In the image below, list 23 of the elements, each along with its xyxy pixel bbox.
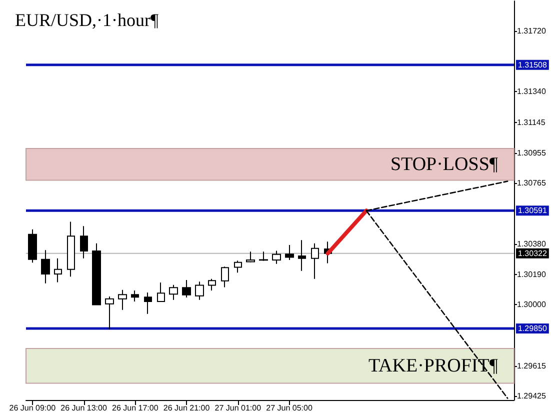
x-tick-label: 26 Jun 09:00 — [9, 404, 56, 412]
y-tick-label: 1.31340 — [517, 87, 546, 96]
y-tick-label: 1.29425 — [517, 392, 546, 401]
text: EUR/USD,·1·hour¶ — [15, 10, 159, 30]
y-tick-label: 1.30000 — [517, 300, 546, 310]
band-label: STOP·LOSS¶ — [390, 154, 498, 175]
y-tick-label: 1.31145 — [517, 118, 546, 128]
x-tick-label: 27 Jun 01:00 — [214, 404, 262, 412]
y-tick-label: 1.30765 — [517, 178, 546, 188]
y-tick-label: 1.30380 — [517, 240, 546, 249]
ref-line-label: 1.30322 — [518, 248, 548, 258]
ref-line-label: 1.30591 — [518, 206, 548, 216]
y-tick-label: 1.30190 — [517, 270, 546, 279]
y-tick-label: 1.30955 — [517, 148, 546, 158]
y-tick-label: 1.31720 — [517, 26, 546, 36]
x-tick-label: 26 Jun 21:00 — [163, 404, 210, 412]
ref-line-label: 1.31508 — [518, 60, 548, 70]
y-tick-label: 1.29615 — [517, 361, 546, 370]
ref-line-label: 1.29850 — [518, 324, 548, 333]
x-tick-label: 26 Jun 17:00 — [112, 404, 159, 412]
x-tick-label: 26 Jun 13:00 — [60, 404, 108, 412]
x-tick-label: 27 Jun 05:00 — [266, 404, 313, 412]
band-label: TAKE·PROFIT¶ — [368, 355, 498, 376]
